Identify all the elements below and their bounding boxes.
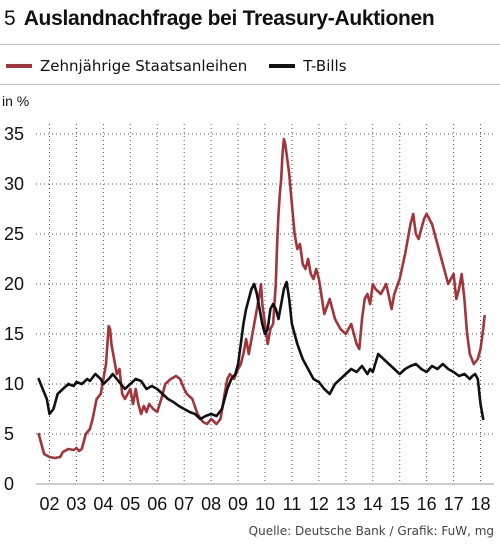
y-tick-label: 5	[4, 424, 14, 444]
x-tick-label: 02	[39, 494, 59, 514]
y-tick-label: 10	[4, 374, 24, 394]
series-lines	[37, 137, 486, 460]
grid	[36, 124, 494, 485]
x-tick-label: 14	[363, 494, 383, 514]
legend: Zehnjährige Staatsanleihen T-Bills	[6, 54, 369, 78]
source-note: Quelle: Deutsche Bank / Grafik: FuW, mg	[248, 524, 494, 538]
series-line-tbills	[37, 280, 485, 421]
x-tick-label: 05	[120, 494, 140, 514]
x-tick-label: 08	[201, 494, 221, 514]
chart-title-text: Auslandnachfrage bei Treasury-Auktionen	[23, 7, 435, 30]
x-tick-label: 18	[471, 494, 491, 514]
x-tick-label: 11	[283, 494, 302, 514]
x-tick-label: 17	[444, 494, 464, 514]
y-axis-label: in %	[2, 93, 29, 109]
legend-divider	[0, 84, 500, 85]
x-tick-label: 07	[174, 494, 194, 514]
x-tick-label: 16	[417, 494, 437, 514]
x-tick-label: 13	[336, 494, 356, 514]
x-tick-label: 06	[147, 494, 167, 514]
legend-item-black: T-Bills	[269, 57, 347, 75]
x-tick-label: 15	[390, 494, 410, 514]
chart-number: 5	[4, 7, 16, 30]
y-tick-label: 35	[4, 124, 24, 144]
series-line-zehnjaehrige	[37, 137, 486, 460]
x-tick-label: 09	[228, 494, 248, 514]
legend-swatch-black	[269, 64, 296, 68]
y-tick-label: 20	[4, 274, 24, 294]
y-tick-label: 0	[4, 474, 14, 494]
legend-item-red: Zehnjährige Staatsanleihen	[6, 57, 247, 75]
title-divider	[0, 44, 500, 45]
y-tick-label: 30	[4, 174, 24, 194]
y-tick-label: 15	[4, 324, 24, 344]
chart-title: 5 Auslandnachfrage bei Treasury-Auktionen	[4, 4, 435, 34]
legend-swatch-red	[6, 64, 32, 68]
legend-label-red: Zehnjährige Staatsanleihen	[40, 57, 248, 75]
y-tick-labels: 0 5 10 15 20 25 30 35	[4, 124, 24, 494]
y-tick-label: 25	[4, 224, 24, 244]
x-tick-label: 10	[255, 494, 275, 514]
x-tick-label: 12	[309, 494, 329, 514]
x-tick-label: 04	[93, 494, 113, 514]
x-tick-labels: 02 03 04 05 06 07 08 09 10 11 12 13 14 15 16 17 18	[39, 494, 490, 514]
legend-label-black: T-Bills	[303, 57, 347, 75]
x-tick-label: 03	[66, 494, 86, 514]
